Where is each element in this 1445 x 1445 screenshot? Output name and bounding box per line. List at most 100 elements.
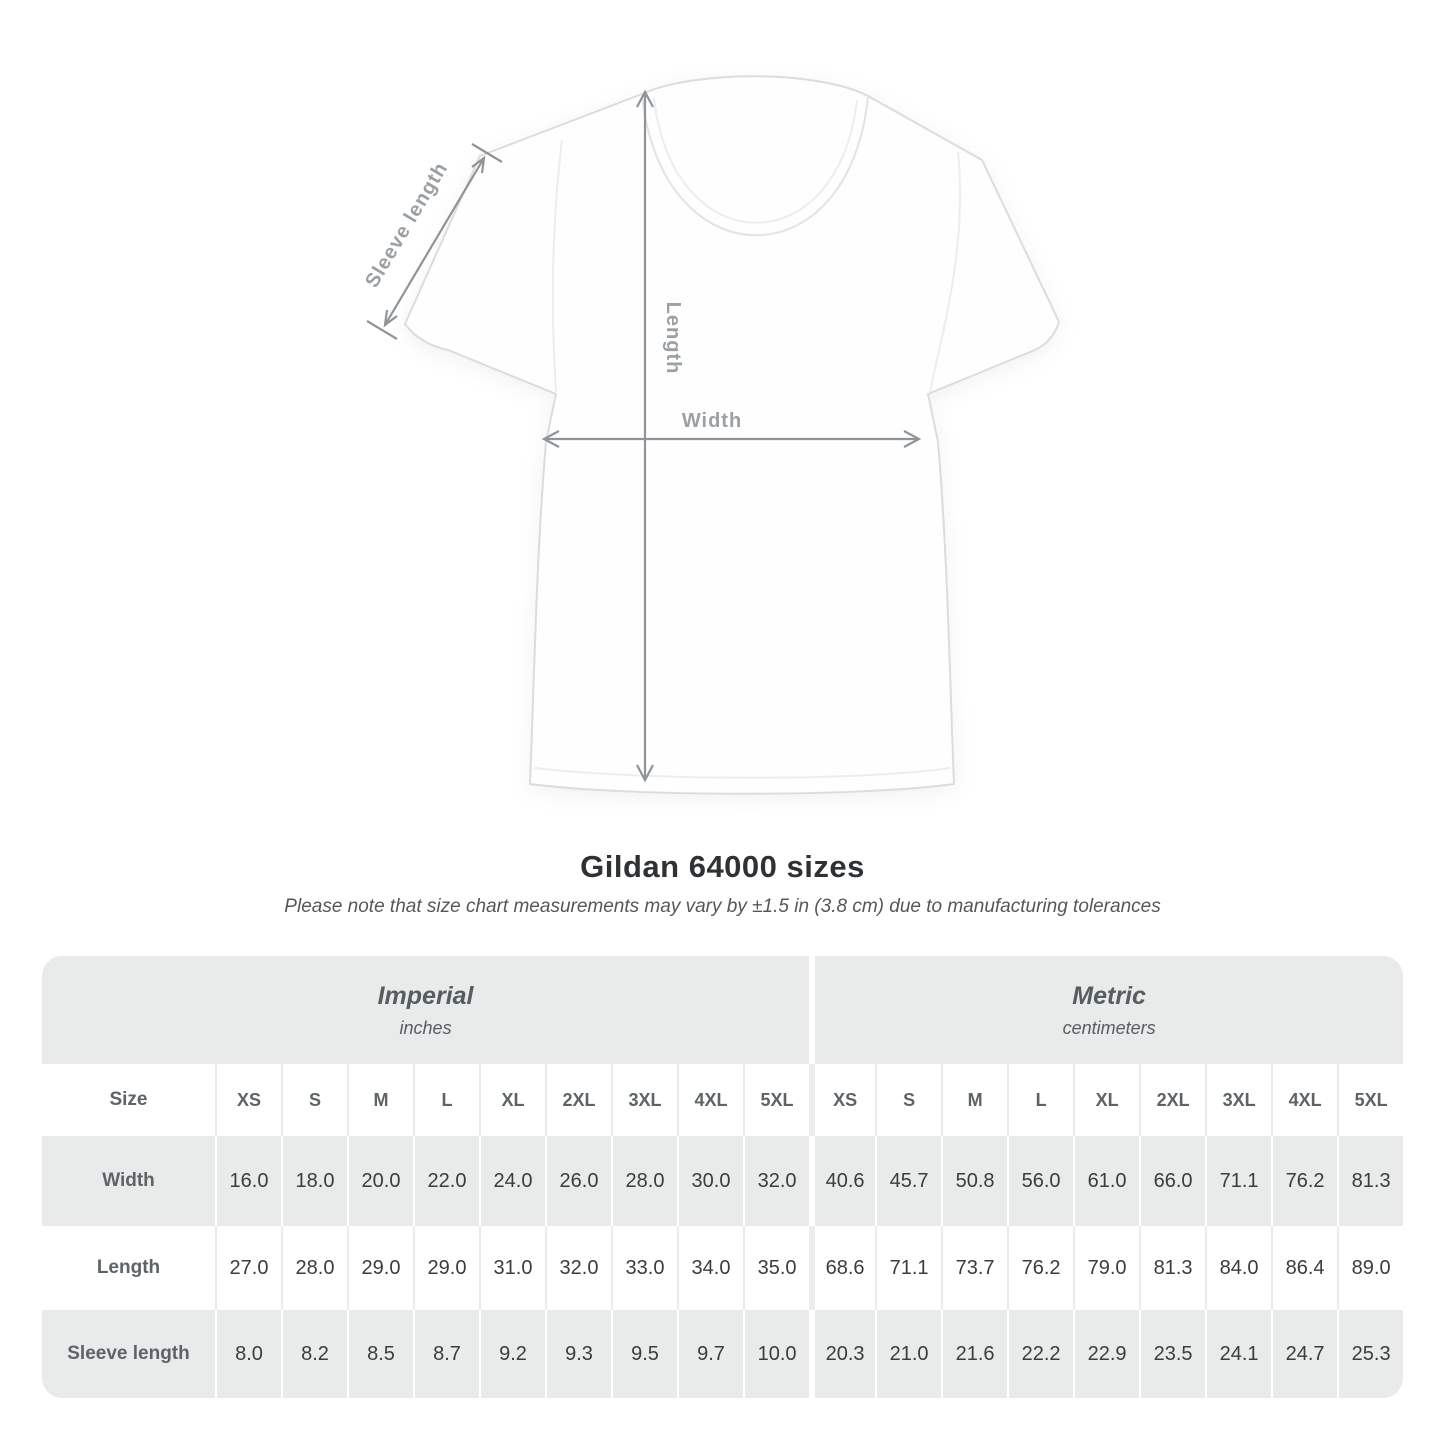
table-cell: 24.0 — [479, 1136, 545, 1226]
size-col-header: 5XL — [1337, 1064, 1403, 1136]
table-cell: 35.0 — [743, 1226, 810, 1310]
table-cell: 84.0 — [1205, 1226, 1272, 1310]
table-cell: 8.0 — [215, 1310, 281, 1398]
table-cell: 34.0 — [677, 1226, 743, 1310]
tolerance-note: Please note that size chart measurements… — [284, 896, 1161, 917]
table-cell: 21.0 — [875, 1310, 942, 1398]
width-arrow-label: Width — [682, 410, 742, 432]
table-cell: 22.9 — [1073, 1310, 1140, 1398]
table-cell: 45.7 — [875, 1136, 942, 1226]
width-arrow: Width — [541, 410, 922, 448]
tshirt-body — [403, 75, 1061, 795]
hem-stitch — [533, 767, 951, 779]
size-col-header: XS — [809, 1064, 876, 1136]
table-cell: 33.0 — [611, 1226, 677, 1310]
table-cell: 73.7 — [941, 1226, 1008, 1310]
left-sleeve-seam — [551, 139, 563, 393]
size-col-header: 2XL — [545, 1064, 611, 1136]
size-col-header: 4XL — [1271, 1064, 1338, 1136]
table-cell: 26.0 — [545, 1136, 611, 1226]
table-cell: 68.6 — [809, 1226, 876, 1310]
table-cell: 71.1 — [1205, 1136, 1272, 1226]
imperial-header: Imperial inches — [42, 956, 810, 1064]
table-cell: 32.0 — [545, 1226, 611, 1310]
table-cell: 9.2 — [479, 1310, 545, 1398]
table-cell: 20.0 — [347, 1136, 413, 1226]
imperial-label: Imperial — [377, 981, 474, 1010]
size-col-header: XL — [1073, 1064, 1140, 1136]
size-col-header: 2XL — [1139, 1064, 1206, 1136]
table-cell: 81.3 — [1139, 1226, 1206, 1310]
size-table: Imperial inches Metric centimeters Size … — [42, 956, 1403, 1398]
sleeve-length-row: Sleeve length 8.0 8.2 8.5 8.7 9.2 9.3 9.… — [42, 1310, 1403, 1398]
table-cell: 76.2 — [1007, 1226, 1074, 1310]
tshirt-measurement-diagram: Length Width Sleeve length — [361, 75, 1061, 795]
table-cell: 18.0 — [281, 1136, 347, 1226]
table-cell: 21.6 — [941, 1310, 1008, 1398]
table-cell: 16.0 — [215, 1136, 281, 1226]
table-cell: 25.3 — [1337, 1310, 1403, 1398]
row-label-width: Width — [42, 1136, 215, 1226]
table-cell: 8.5 — [347, 1310, 413, 1398]
size-col-header: M — [941, 1064, 1008, 1136]
size-col-header: L — [413, 1064, 479, 1136]
table-cell: 8.7 — [413, 1310, 479, 1398]
imperial-unit: inches — [399, 1017, 452, 1038]
table-cell: 32.0 — [743, 1136, 810, 1226]
table-cell: 50.8 — [941, 1136, 1008, 1226]
unit-header-row: Imperial inches Metric centimeters — [42, 956, 1403, 1064]
table-cell: 76.2 — [1271, 1136, 1338, 1226]
size-col-header: L — [1007, 1064, 1074, 1136]
collar-inner-rib — [653, 97, 858, 224]
table-cell: 29.0 — [347, 1226, 413, 1310]
table-cell: 10.0 — [743, 1310, 810, 1398]
table-cell: 24.1 — [1205, 1310, 1272, 1398]
size-col-header: S — [875, 1064, 942, 1136]
table-cell: 30.0 — [677, 1136, 743, 1226]
table-cell: 9.5 — [611, 1310, 677, 1398]
table-cell: 8.2 — [281, 1310, 347, 1398]
table-cell: 89.0 — [1337, 1226, 1403, 1310]
length-arrow-label: Length — [662, 302, 684, 375]
table-cell: 20.3 — [809, 1310, 876, 1398]
table-cell: 71.1 — [875, 1226, 942, 1310]
size-col-header: XS — [215, 1064, 281, 1136]
size-col-header: 5XL — [743, 1064, 810, 1136]
table-cell: 28.0 — [281, 1226, 347, 1310]
row-label-sleeve-length: Sleeve length — [42, 1310, 215, 1398]
table-cell: 22.2 — [1007, 1310, 1074, 1398]
right-sleeve-seam — [929, 151, 962, 393]
table-cell: 40.6 — [809, 1136, 876, 1226]
metric-unit: centimeters — [1062, 1017, 1156, 1038]
table-cell: 27.0 — [215, 1226, 281, 1310]
table-cell: 66.0 — [1139, 1136, 1206, 1226]
size-header: Size — [42, 1064, 215, 1136]
table-cell: 9.3 — [545, 1310, 611, 1398]
collar-outer — [641, 93, 869, 237]
width-row: Width 16.0 18.0 20.0 22.0 24.0 26.0 28.0… — [42, 1136, 1403, 1226]
length-arrow: Length — [636, 89, 684, 783]
metric-header: Metric centimeters — [809, 956, 1403, 1064]
table-cell: 29.0 — [413, 1226, 479, 1310]
row-label-length: Length — [42, 1226, 215, 1310]
table-cell: 79.0 — [1073, 1226, 1140, 1310]
tshirt-graphic — [403, 75, 1061, 795]
length-row: Length 27.0 28.0 29.0 29.0 31.0 32.0 33.… — [42, 1226, 1403, 1310]
table-cell: 23.5 — [1139, 1310, 1206, 1398]
metric-label: Metric — [1072, 981, 1146, 1010]
size-header-row: Size XS S M L XL 2XL 3XL 4XL 5XL XS S M … — [42, 1064, 1403, 1136]
size-col-header: 3XL — [611, 1064, 677, 1136]
table-cell: 81.3 — [1337, 1136, 1403, 1226]
table-cell: 24.7 — [1271, 1310, 1338, 1398]
table-cell: 86.4 — [1271, 1226, 1338, 1310]
size-col-header: 3XL — [1205, 1064, 1272, 1136]
table-cell: 31.0 — [479, 1226, 545, 1310]
size-col-header: XL — [479, 1064, 545, 1136]
table-cell: 22.0 — [413, 1136, 479, 1226]
size-col-header: M — [347, 1064, 413, 1136]
table-cell: 61.0 — [1073, 1136, 1140, 1226]
table-cell: 56.0 — [1007, 1136, 1074, 1226]
size-col-header: 4XL — [677, 1064, 743, 1136]
table-cell: 9.7 — [677, 1310, 743, 1398]
